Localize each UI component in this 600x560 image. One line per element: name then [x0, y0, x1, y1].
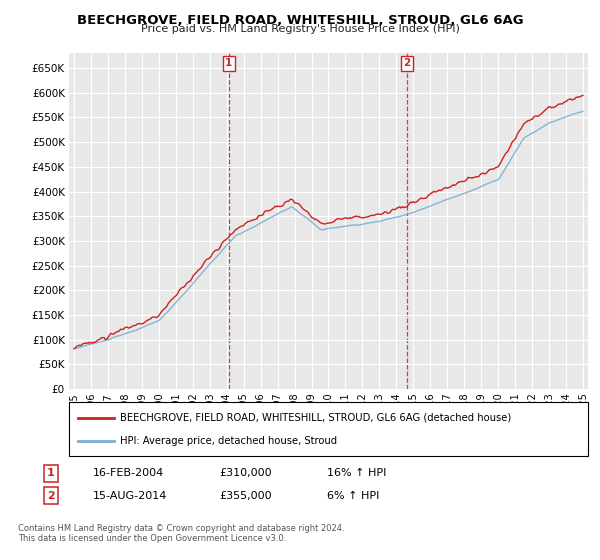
Text: This data is licensed under the Open Government Licence v3.0.: This data is licensed under the Open Gov…: [18, 534, 286, 543]
Text: 15-AUG-2014: 15-AUG-2014: [93, 491, 167, 501]
Text: BEECHGROVE, FIELD ROAD, WHITESHILL, STROUD, GL6 6AG: BEECHGROVE, FIELD ROAD, WHITESHILL, STRO…: [77, 14, 523, 27]
Text: Contains HM Land Registry data © Crown copyright and database right 2024.: Contains HM Land Registry data © Crown c…: [18, 524, 344, 533]
Text: 1: 1: [225, 58, 232, 68]
Text: £355,000: £355,000: [219, 491, 272, 501]
Text: 1: 1: [47, 468, 55, 478]
Text: 6% ↑ HPI: 6% ↑ HPI: [327, 491, 379, 501]
Text: HPI: Average price, detached house, Stroud: HPI: Average price, detached house, Stro…: [120, 436, 337, 446]
Text: 2: 2: [47, 491, 55, 501]
Text: 16% ↑ HPI: 16% ↑ HPI: [327, 468, 386, 478]
Text: BEECHGROVE, FIELD ROAD, WHITESHILL, STROUD, GL6 6AG (detached house): BEECHGROVE, FIELD ROAD, WHITESHILL, STRO…: [120, 413, 511, 423]
Text: Price paid vs. HM Land Registry's House Price Index (HPI): Price paid vs. HM Land Registry's House …: [140, 24, 460, 34]
Text: 2: 2: [403, 58, 410, 68]
Text: £310,000: £310,000: [219, 468, 272, 478]
Text: 16-FEB-2004: 16-FEB-2004: [93, 468, 164, 478]
